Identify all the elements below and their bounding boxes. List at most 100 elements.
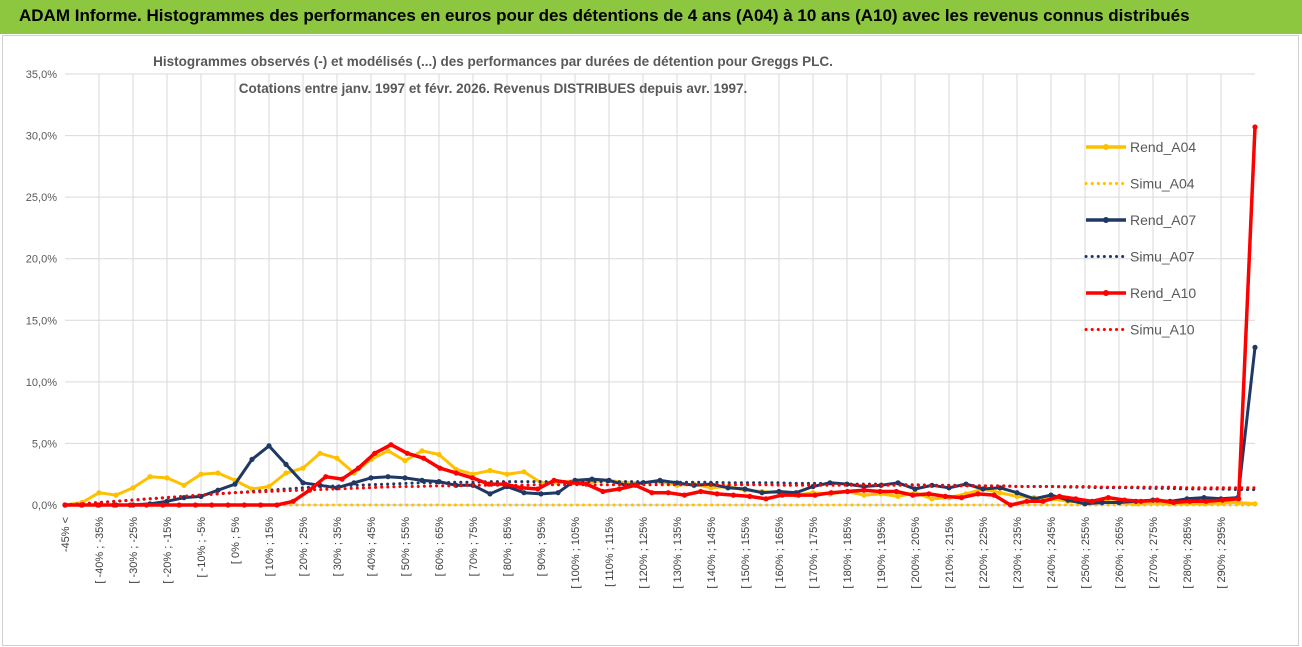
y-tick-label: 5,0%	[32, 438, 57, 450]
x-tick-label: [ 180% ; 185%	[842, 517, 854, 589]
data-point-rend-a10	[877, 488, 883, 495]
data-point-rend-a10	[209, 502, 215, 508]
data-point-rend-a10	[730, 492, 737, 498]
legend-label-simu-a07: Simu_A07	[1130, 249, 1195, 265]
y-tick-label: 35,0%	[26, 69, 57, 81]
x-tick-label: [ 120% ; 125%	[638, 517, 650, 589]
data-point-rend-a04	[147, 474, 153, 480]
data-point-rend-a04	[96, 490, 102, 496]
data-point-rend-a10	[1170, 499, 1177, 506]
data-point-rend-a07	[402, 475, 408, 481]
data-point-rend-a04	[895, 493, 901, 499]
series-line-rend-a10	[65, 126, 1257, 507]
legend-marker-rend-a04	[1103, 144, 1109, 150]
data-point-rend-a10	[323, 474, 329, 480]
legend-item-simu-a07: Simu_A07	[1084, 249, 1195, 265]
chart-series	[62, 124, 1258, 508]
x-tick-label: [ 10% ; 15%	[264, 517, 276, 577]
data-point-rend-a10	[143, 502, 150, 508]
data-point-rend-a04	[385, 448, 391, 454]
data-point-rend-a10	[1252, 124, 1258, 130]
data-point-rend-a04	[419, 448, 425, 454]
data-point-rend-a10	[111, 502, 117, 508]
data-point-rend-a07	[351, 480, 357, 486]
data-point-rend-a10	[959, 495, 965, 501]
series-rend-a10	[62, 124, 1258, 508]
data-point-rend-a04	[997, 490, 1003, 496]
data-point-rend-a10	[372, 450, 378, 456]
data-point-rend-a04	[436, 451, 442, 458]
data-point-rend-a10	[518, 485, 525, 491]
legend-label-rend-a10: Rend_A10	[1130, 285, 1196, 301]
data-point-rend-a04	[334, 455, 340, 461]
data-point-rend-a10	[616, 486, 622, 492]
report-banner: ADAM Informe. Histogrammes des performan…	[0, 0, 1302, 34]
data-point-rend-a10	[1122, 497, 1128, 503]
data-point-rend-a04	[504, 471, 510, 477]
data-point-rend-a10	[796, 492, 802, 498]
y-tick-label: 25,0%	[26, 192, 57, 204]
x-tick-label: [ 250% ; 255%	[1080, 517, 1092, 589]
x-tick-label: [ -10% ; -5%	[196, 517, 208, 578]
data-point-rend-a10	[127, 502, 133, 508]
data-point-rend-a10	[991, 492, 997, 498]
data-point-rend-a07	[232, 481, 238, 487]
data-point-rend-a04	[317, 450, 323, 456]
data-point-rend-a10	[861, 487, 867, 493]
data-point-rend-a04	[708, 485, 714, 491]
x-tick-label: [ 20% ; 25%	[298, 517, 310, 577]
data-point-rend-a10	[437, 465, 443, 471]
x-tick-label: [ 80% ; 85%	[502, 517, 514, 577]
x-tick-label: [ 240% ; 245%	[1046, 517, 1058, 589]
legend-item-rend-a07: Rend_A07	[1086, 212, 1196, 228]
x-tick-label: [ 70% ; 75%	[468, 517, 480, 577]
x-tick-label: [ 260% ; 265%	[1114, 517, 1126, 589]
data-point-rend-a07	[589, 476, 595, 482]
data-point-rend-a10	[1073, 496, 1079, 502]
x-tick-label: [ 270% ; 275%	[1148, 517, 1160, 589]
data-point-rend-a10	[665, 490, 671, 496]
x-tick-label: [ 30% ; 35%	[332, 517, 344, 577]
data-point-rend-a10	[160, 502, 166, 508]
x-tick-label: [ -20% ; -15%	[162, 517, 174, 584]
x-tick-label: [ 100% ; 105%	[570, 517, 582, 589]
data-point-rend-a07	[283, 461, 289, 467]
y-axis-tick-labels: 0,0% 5,0% 10,0% 15,0% 20,0% 25,0% 30,0% 35,0%	[26, 69, 57, 512]
data-point-rend-a07	[776, 488, 782, 495]
x-tick-label: [ 160% ; 165%	[774, 517, 786, 589]
data-point-rend-a10	[225, 502, 231, 508]
chart-legend: Rend_A04 Simu_A04 Rend_A07 Simu_A07 Rend_A10…	[1084, 139, 1196, 338]
data-point-rend-a10	[355, 465, 361, 471]
data-point-rend-a10	[600, 488, 606, 495]
legend-label-simu-a10: Simu_A10	[1130, 322, 1195, 338]
data-point-rend-a07	[215, 487, 221, 493]
x-tick-label: [ -30% ; -25%	[128, 517, 140, 584]
data-point-rend-a10	[844, 488, 851, 495]
data-point-rend-a10	[649, 490, 655, 496]
data-point-rend-a04	[266, 483, 272, 490]
data-point-rend-a10	[747, 493, 753, 499]
x-tick-label: [ 110% ; 115%	[604, 517, 616, 587]
data-point-rend-a07	[1048, 492, 1054, 498]
x-tick-label: [ 280% ; 285%	[1182, 517, 1194, 589]
x-tick-label: [ 190% ; 195%	[876, 517, 888, 589]
data-point-rend-a07	[1082, 501, 1088, 507]
x-tick-label: [ -40% ; -35%	[94, 517, 106, 584]
legend-marker-rend-a07	[1103, 217, 1109, 223]
data-point-rend-a04	[215, 470, 221, 476]
y-tick-label: 30,0%	[26, 131, 57, 143]
x-tick-label: [ 0% ; 5%	[230, 517, 242, 564]
data-point-rend-a10	[258, 502, 264, 508]
data-point-rend-a10	[535, 486, 541, 492]
data-point-rend-a10	[339, 476, 345, 482]
data-point-rend-a10	[828, 490, 834, 496]
data-point-rend-a04	[521, 469, 527, 475]
report-title: ADAM Informe. Histogrammes des performan…	[19, 6, 1190, 25]
legend-label-rend-a07: Rend_A07	[1130, 212, 1196, 228]
data-point-rend-a10	[763, 496, 769, 502]
data-point-rend-a10	[290, 498, 296, 504]
data-point-rend-a04	[181, 482, 187, 488]
data-point-rend-a10	[975, 491, 981, 497]
chart-title-line-2: Cotations entre janv. 1997 et févr. 2026…	[239, 81, 747, 96]
data-point-rend-a10	[779, 492, 785, 498]
